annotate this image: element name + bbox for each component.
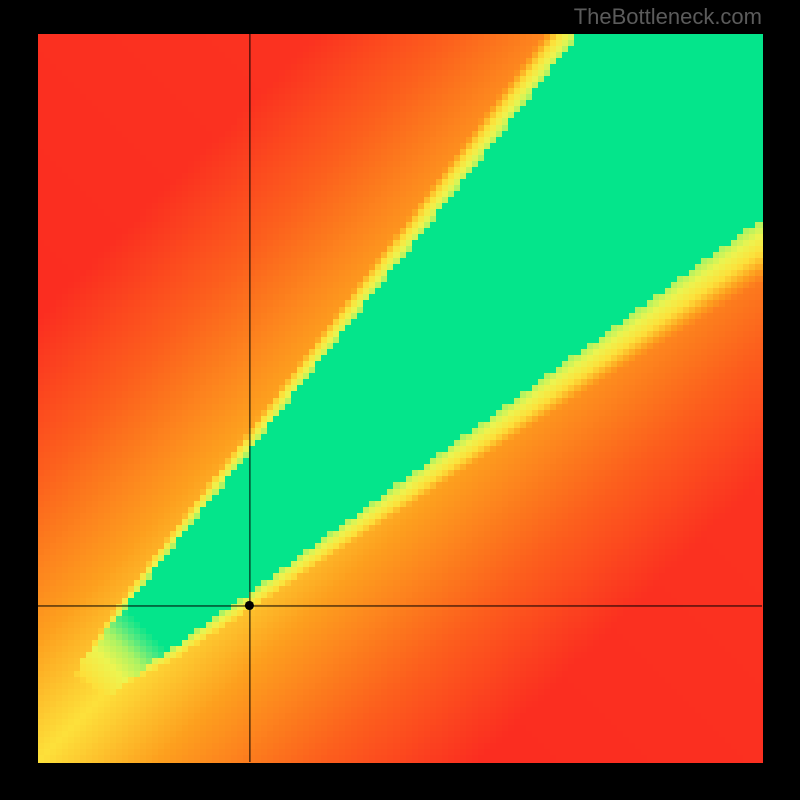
heatmap-canvas [0, 0, 800, 800]
chart-container: TheBottleneck.com [0, 0, 800, 800]
watermark-text: TheBottleneck.com [574, 4, 762, 30]
